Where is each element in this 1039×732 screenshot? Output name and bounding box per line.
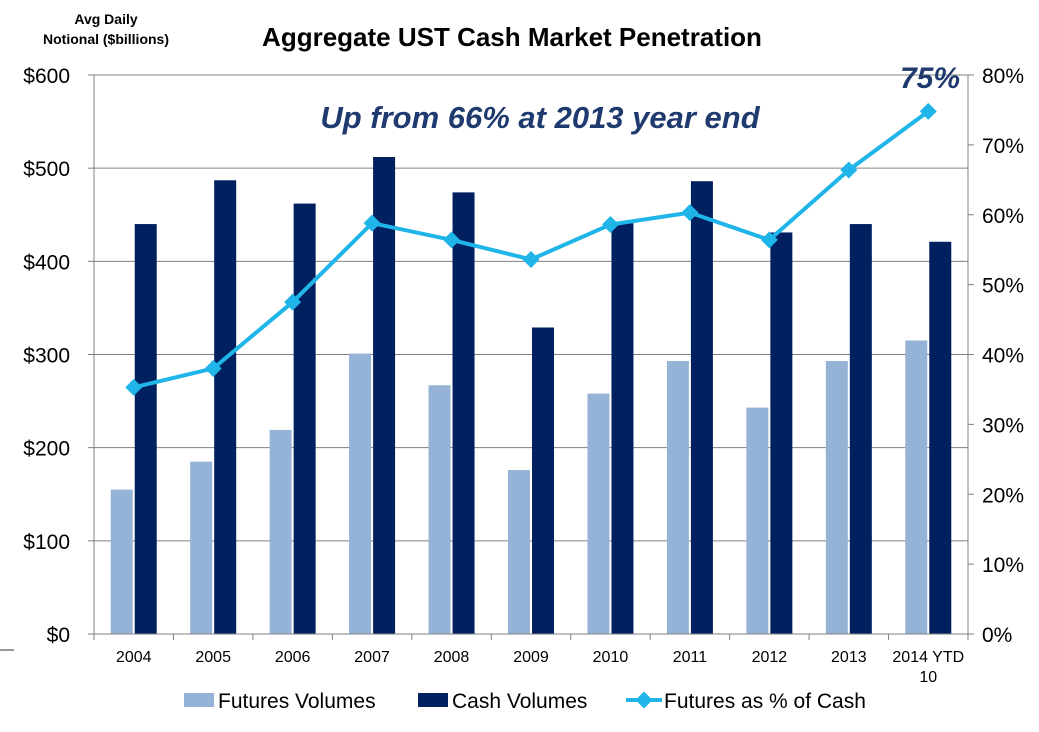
x-tick-label-9-0: 2013 <box>831 649 867 666</box>
legend-label-futures-pct: Futures as % of Cash <box>664 690 866 713</box>
axes <box>88 74 974 640</box>
right-tick-label-70: 70% <box>982 135 1024 158</box>
line-marker-1 <box>204 359 222 377</box>
left-tick-label-500: $500 <box>23 158 70 181</box>
bar-cash-volumes-3 <box>373 156 396 634</box>
right-tick-label-80: 80% <box>982 65 1024 88</box>
line-marker-8 <box>760 231 778 249</box>
right-tick-label-30: 30% <box>982 414 1024 437</box>
bar-cash-volumes-6 <box>611 223 634 634</box>
left-axis-title-line-1: Avg Daily <box>74 11 137 27</box>
left-tick-label-100: $100 <box>23 531 70 554</box>
left-tick-label-600: $600 <box>23 65 70 88</box>
line-series-group <box>125 102 937 396</box>
line-marker-10 <box>919 102 937 120</box>
left-axis-title-line-2: Notional ($billions) <box>43 31 169 47</box>
legend-marker-futures-pct <box>635 691 653 709</box>
line-marker-7 <box>681 204 699 222</box>
bar-futures-volumes-10 <box>905 340 928 634</box>
line-marker-2 <box>284 293 302 311</box>
bar-cash-volumes-1 <box>214 180 237 635</box>
legend-label-cash-volumes: Cash Volumes <box>452 690 587 713</box>
line-marker-9 <box>840 161 858 179</box>
annotation-text: Up from 66% at 2013 year end <box>320 100 760 135</box>
x-tick-label-4-0: 2008 <box>434 649 470 666</box>
right-tick-label-60: 60% <box>982 205 1024 228</box>
bar-futures-volumes-8 <box>746 407 769 634</box>
x-tick-label-7-0: 2011 <box>673 649 708 666</box>
x-tick-label-8-0: 2012 <box>752 649 788 666</box>
right-tick-label-40: 40% <box>982 345 1024 368</box>
bar-cash-volumes-10 <box>929 241 952 635</box>
bar-cash-volumes-7 <box>690 181 713 634</box>
right-tick-label-0: 0% <box>982 624 1012 647</box>
line-marker-6 <box>601 216 619 234</box>
left-tick-label-300: $300 <box>23 345 70 368</box>
chart-title: Aggregate UST Cash Market Penetration <box>262 22 762 52</box>
bar-futures-volumes-2 <box>269 429 292 634</box>
bar-futures-volumes-0 <box>110 489 133 634</box>
x-tick-label-10-0: 2014 YTD <box>892 649 964 666</box>
bar-cash-volumes-8 <box>770 232 793 634</box>
bar-group <box>110 156 952 635</box>
legend-label-futures-volumes: Futures Volumes <box>218 690 376 713</box>
left-tick-label-400: $400 <box>23 251 70 274</box>
tick-labels: $0 $100 $200 $300 $400 $500 $600 0% 10% 20% 30% 40%… <box>23 65 1024 686</box>
line-marker-4 <box>443 231 461 249</box>
bar-cash-volumes-5 <box>532 327 554 634</box>
bar-cash-volumes-0 <box>134 224 157 635</box>
left-tick-label-200: $200 <box>23 438 70 461</box>
x-tick-label-0-0: 2004 <box>116 649 152 666</box>
bar-futures-volumes-5 <box>508 470 530 634</box>
legend-swatch-futures-volumes <box>184 693 214 707</box>
right-tick-label-20: 20% <box>982 484 1024 507</box>
bar-futures-volumes-1 <box>190 461 213 634</box>
right-tick-label-10: 10% <box>982 554 1024 577</box>
x-tick-label-5-0: 2009 <box>513 649 549 666</box>
x-tick-label-1-0: 2005 <box>195 649 231 666</box>
callout-75-percent: 75% <box>900 62 960 95</box>
line-marker-5 <box>522 250 540 268</box>
line-futures-pct-of-cash <box>133 109 930 390</box>
gridlines <box>94 74 968 542</box>
x-tick-label-10-1: 10 <box>919 669 937 686</box>
x-tick-label-3-0: 2007 <box>354 649 390 666</box>
bar-futures-volumes-7 <box>666 361 689 634</box>
bar-futures-volumes-3 <box>349 353 372 634</box>
x-tick-label-2-0: 2006 <box>275 649 311 666</box>
legend-swatch-cash-volumes <box>418 693 448 707</box>
bar-futures-volumes-6 <box>587 393 610 634</box>
right-tick-label-50: 50% <box>982 275 1024 298</box>
bar-cash-volumes-9 <box>849 224 872 635</box>
left-tick-label-0: $0 <box>47 624 70 647</box>
bar-cash-volumes-4 <box>452 192 475 634</box>
x-tick-label-6-0: 2010 <box>593 649 629 666</box>
bar-futures-volumes-9 <box>825 361 848 634</box>
legend: Futures Volumes Cash Volumes Futures as … <box>184 690 866 713</box>
bar-cash-volumes-2 <box>293 203 316 634</box>
bar-futures-volumes-4 <box>428 385 451 634</box>
line-marker-3 <box>363 214 381 232</box>
